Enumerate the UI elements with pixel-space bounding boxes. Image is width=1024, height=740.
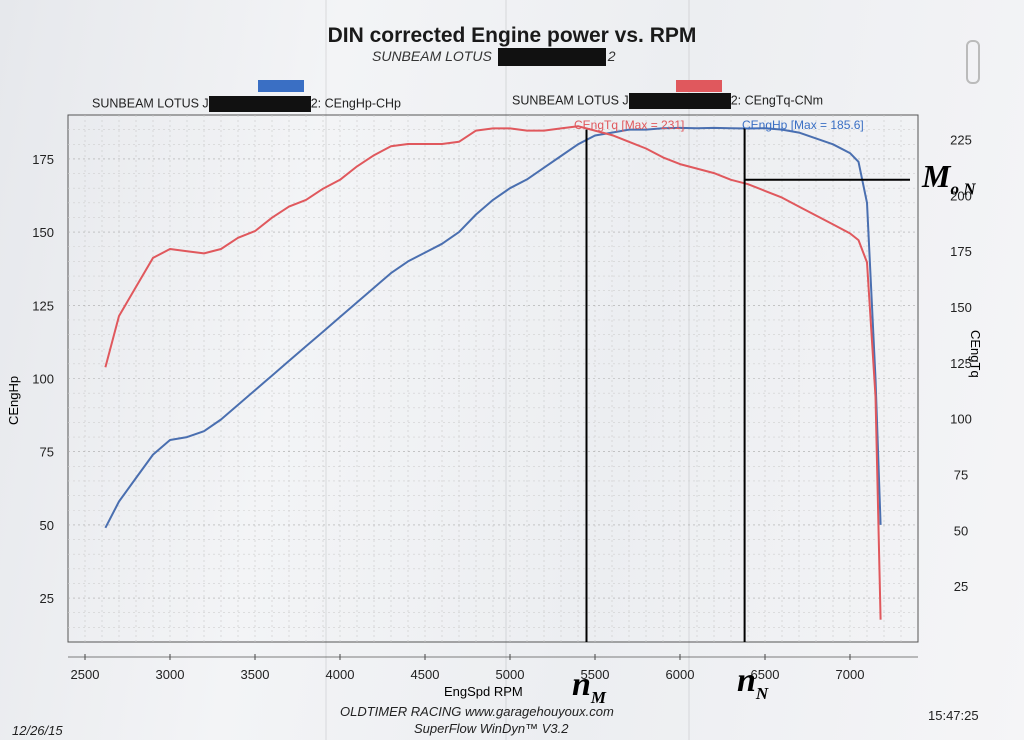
y-tick-label-left: 100 (32, 372, 54, 387)
series-line-cenghp (104, 126, 882, 529)
x-axis-label: EngSpd RPM (444, 684, 523, 699)
y-tick-label-right: 200 (950, 188, 972, 203)
x-tick-label: 5500 (581, 667, 610, 682)
y-tick-label-right: 75 (954, 468, 968, 483)
y-axis-label-right: CEngTq (968, 330, 983, 378)
x-tick-label: 7000 (836, 667, 865, 682)
label-n-n-sub: N (755, 683, 769, 703)
subtitle-suffix: 2 (607, 48, 616, 64)
grid-lines (68, 115, 918, 642)
x-tick-label: 2500 (71, 667, 100, 682)
label-n-m-main: n (572, 666, 591, 703)
y-tick-label-left: 50 (40, 518, 54, 533)
x-tick-label: 3500 (241, 667, 270, 682)
label-m-on-sub: o N (950, 179, 976, 199)
redaction-box (497, 48, 606, 67)
x-tick-label: 4500 (411, 667, 440, 682)
y-tick-label-right: 225 (950, 133, 972, 148)
staple-mark (966, 40, 980, 84)
legend-tq-prefix: SUNBEAM LOTUS J (512, 93, 629, 108)
y-tick-label-left: 175 (32, 152, 54, 167)
y-tick-label-right: 175 (950, 244, 972, 259)
legend-tq-suffix: 2: CEngTq-CNm (730, 93, 824, 108)
series-max-label-hp: CEngHp [Max = 185.6] (742, 118, 864, 132)
label-n-n: nN (737, 662, 768, 704)
y-tick-label-right: 150 (950, 300, 972, 315)
footer-software: SuperFlow WinDyn™ V3.2 (414, 721, 569, 736)
x-tick-label: 3000 (156, 667, 185, 682)
series-line-cengtq (104, 125, 882, 620)
y-tick-label-right: 50 (954, 523, 968, 538)
footer-date: 12/26/15 (12, 723, 63, 738)
label-m-on: Mo N (922, 158, 975, 199)
chart-subtitle: SUNBEAM LOTUS 2 (372, 48, 616, 67)
x-tick-label: 6000 (666, 667, 695, 682)
label-n-m: nM (572, 666, 606, 708)
series-max-label-tq: CEngTq [Max = 231] (574, 118, 684, 132)
redaction-box (208, 96, 311, 112)
footer-time: 15:47:25 (928, 708, 979, 723)
chart-title: DIN corrected Engine power vs. RPM (327, 24, 697, 47)
y-tick-label-left: 25 (40, 591, 54, 606)
subtitle-text: SUNBEAM LOTUS (372, 48, 492, 64)
legend-swatch-tq (676, 80, 722, 92)
legend-hp-suffix: 2: CEngHp-CHp (310, 96, 402, 111)
x-tick-label: 6500 (751, 667, 780, 682)
y-axis-label-left: CEngHp (6, 376, 21, 425)
legend-entry-hp: SUNBEAM LOTUS J 2: CEngHp-CHp (92, 96, 401, 112)
legend-entry-tq: SUNBEAM LOTUS J 2: CEngTq-CNm (512, 93, 823, 109)
y-tick-label-left: 150 (32, 225, 54, 240)
legend-swatch-hp (258, 80, 304, 92)
y-tick-label-right: 125 (950, 356, 972, 371)
y-tick-label-right: 25 (954, 579, 968, 594)
axis-ticks: 2500 3000 3500 4000 4500 5000 5500 6000 6500 7000… (32, 133, 972, 682)
label-n-m-sub: M (590, 687, 607, 707)
series-lines (104, 125, 882, 620)
label-m-on-main: M (922, 158, 951, 194)
y-tick-label-left: 75 (40, 445, 54, 460)
label-n-n-main: n (737, 662, 756, 699)
x-tick-label: 4000 (326, 667, 355, 682)
x-tick-label: 5000 (496, 667, 525, 682)
annotation-lines (585, 127, 910, 642)
y-tick-label-right: 100 (950, 412, 972, 427)
redaction-box (628, 93, 731, 109)
legend-hp-prefix: SUNBEAM LOTUS J (92, 96, 209, 111)
footer-company: OLDTIMER RACING www.garagehouyoux.com (340, 704, 614, 719)
y-tick-label-left: 125 (32, 298, 54, 313)
